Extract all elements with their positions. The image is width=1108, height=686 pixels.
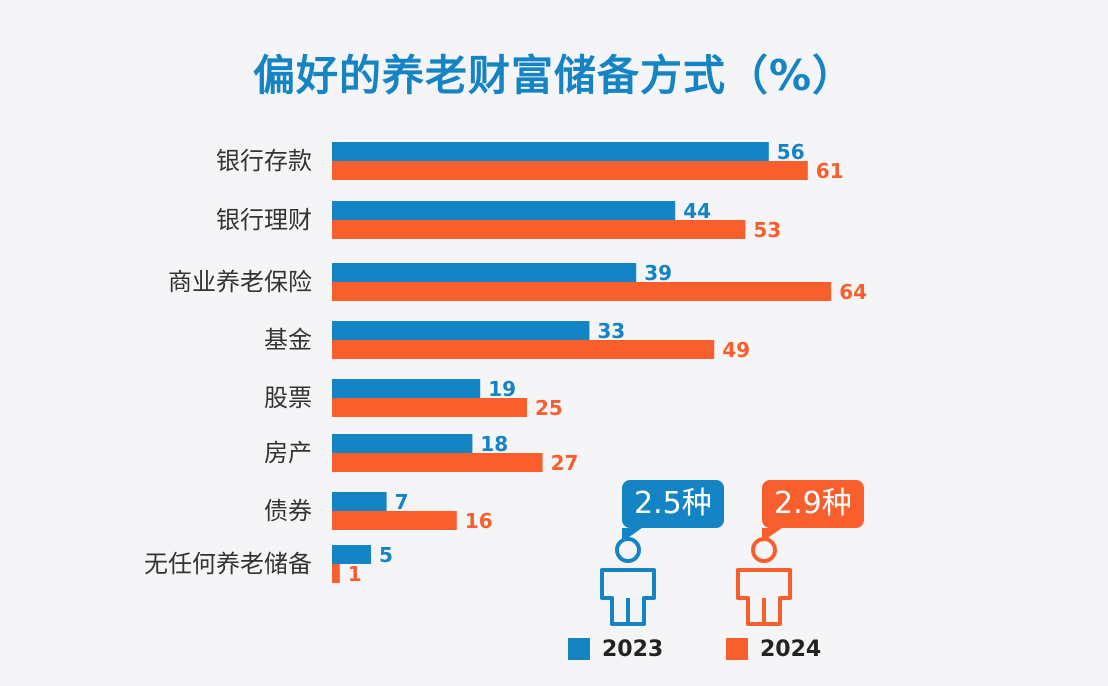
value-label-2024: 49 [722,338,750,362]
bar-2023 [332,142,769,161]
category-label: 无任何养老储备 [144,550,312,578]
callout-2024: 2.9种 [762,480,864,542]
value-label-2024: 53 [753,218,781,242]
callout-2024-text: 2.9种 [774,486,852,521]
legend-label-2023: 2023 [602,636,664,662]
category-label: 基金 [264,326,312,354]
callout-2023-text: 2.5种 [634,486,712,521]
bar-2023 [332,545,371,564]
value-label-2023: 7 [395,490,409,514]
value-label-2023: 33 [597,319,625,343]
bar-2023 [332,263,637,282]
category-label: 房产 [264,439,312,467]
value-label-2023: 56 [777,140,805,164]
legend-label-2024: 2024 [760,636,822,662]
value-label-2023: 44 [683,199,711,223]
category-label: 银行理财 [216,206,312,234]
legend-item-2024: 2024 [726,634,821,664]
bar-2023 [332,434,473,453]
bar-2024 [332,220,746,239]
legend-swatch-2023 [568,638,590,660]
value-label-2024: 64 [839,280,867,304]
value-label-2023: 19 [488,377,516,401]
category-label: 债券 [264,497,312,525]
category-label: 股票 [264,384,312,412]
category-label: 银行存款 [216,147,312,175]
chart-title: 偏好的养老财富储备方式（%） [252,51,856,100]
callout-2023: 2.5种 [622,480,724,542]
value-label-2024: 61 [816,159,844,183]
bar-2024 [332,453,543,472]
bar-2024 [332,511,457,530]
bar-2023 [332,492,387,511]
bar-2023 [332,379,481,398]
category-label: 商业养老保险 [168,268,312,296]
value-label-2023: 5 [379,543,393,567]
value-label-2024: 25 [535,396,563,420]
bar-2024 [332,340,715,359]
bar-2023 [332,201,676,220]
value-label-2024: 27 [551,451,579,475]
bar-2024 [332,161,808,180]
value-label-2023: 18 [480,432,508,456]
value-label-2023: 39 [644,261,672,285]
bar-2024 [332,398,527,417]
bar-2024 [332,564,340,583]
legend-swatch-2024 [726,638,748,660]
bar-2023 [332,321,590,340]
person-icon [736,537,792,626]
value-label-2024: 16 [465,509,493,533]
value-label-2024: 1 [348,562,362,586]
person-icon [600,537,656,626]
legend-item-2023: 2023 [568,634,663,664]
bar-2024 [332,282,832,301]
